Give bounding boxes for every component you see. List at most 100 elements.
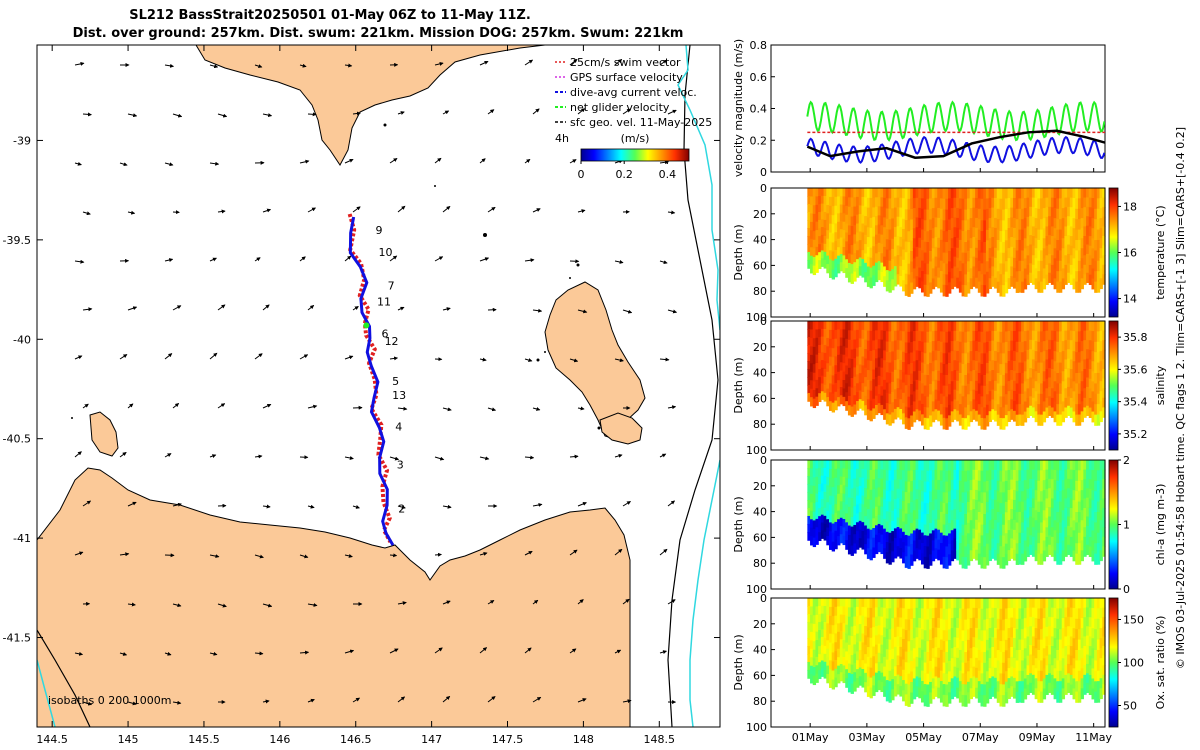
section-cell <box>980 407 984 419</box>
section-cell <box>880 215 884 227</box>
section-cell <box>1037 393 1041 405</box>
section-cell <box>1026 274 1030 286</box>
section-cell <box>921 598 925 610</box>
section-cell <box>1059 460 1063 472</box>
section-cell <box>912 248 917 260</box>
section-cell <box>1029 377 1033 388</box>
section-cell <box>991 686 995 697</box>
depth-tick-label: 100 <box>746 721 767 734</box>
depth-tick-label: 60 <box>753 669 767 682</box>
section-cell <box>991 217 995 229</box>
section-cell <box>1002 557 1006 569</box>
section-cell <box>926 274 930 287</box>
section-cell <box>853 215 857 226</box>
section-cell <box>1031 388 1036 399</box>
section-cell <box>888 532 892 544</box>
section-cell <box>866 227 871 238</box>
section-cell <box>910 230 914 242</box>
section-cell <box>1088 330 1093 342</box>
section-cell <box>815 379 819 390</box>
section-cell <box>931 371 936 383</box>
section-cell <box>853 543 857 554</box>
section-cell <box>948 394 952 406</box>
section-cell <box>831 339 836 350</box>
section-cell <box>988 550 992 562</box>
section-cell <box>861 633 865 644</box>
section-cell <box>834 633 838 644</box>
section-cell <box>953 197 957 209</box>
section-cell <box>1064 207 1068 218</box>
section-cell <box>1102 235 1106 247</box>
section-cell <box>991 379 995 391</box>
section-cell <box>1029 525 1033 537</box>
section-cell <box>885 480 890 492</box>
section-cell <box>883 350 887 362</box>
section-cell <box>1064 527 1068 538</box>
isobath-200m-sw <box>37 629 91 727</box>
colorbar-tick-label: 100 <box>1123 657 1144 670</box>
section-cell <box>818 484 822 493</box>
section-cell <box>1088 479 1093 490</box>
section-cell <box>977 511 982 524</box>
section-cell <box>869 519 873 531</box>
section-cell <box>1075 639 1079 651</box>
section-cell <box>1099 678 1103 690</box>
section-cell <box>853 635 857 646</box>
section-cell <box>1048 339 1052 351</box>
section-cell <box>1056 219 1060 231</box>
section-cell <box>818 508 822 517</box>
section-cell <box>1015 598 1020 610</box>
section-cell <box>1099 278 1103 290</box>
section-cell <box>1040 198 1044 210</box>
section-cell <box>921 542 925 555</box>
section-cell <box>1034 598 1038 609</box>
section-cell <box>847 478 852 489</box>
section-cell <box>937 340 941 352</box>
section-cell <box>996 414 1001 426</box>
section-cell <box>815 510 819 520</box>
section-cell <box>977 383 982 395</box>
section-cell <box>1056 639 1060 651</box>
velocity-vector <box>479 357 487 362</box>
section-cell <box>950 228 955 239</box>
section-cell <box>953 460 957 471</box>
section-cell <box>1002 331 1006 344</box>
section-cell <box>842 460 846 470</box>
section-cell <box>999 630 1003 642</box>
section-cell <box>1040 491 1044 503</box>
section-cell <box>1064 274 1068 285</box>
section-cell <box>1042 668 1047 680</box>
section-cell <box>912 490 917 502</box>
section-cell <box>1056 553 1060 565</box>
velocity-vector <box>614 259 624 264</box>
section-cell <box>1045 517 1049 529</box>
section-cell <box>1026 527 1030 538</box>
section-cell <box>815 518 819 529</box>
velocity-vector <box>622 501 631 507</box>
section-cell <box>1048 673 1052 684</box>
section-cell <box>1072 228 1076 240</box>
section-cell <box>945 252 949 265</box>
section-cell <box>1102 407 1106 418</box>
section-cell <box>831 541 836 552</box>
section-cell <box>988 658 992 669</box>
section-cell <box>980 396 984 408</box>
section-cell <box>994 207 998 219</box>
section-cell <box>980 684 984 696</box>
section-cell <box>1002 460 1006 472</box>
section-cell <box>1004 282 1009 294</box>
section-cell <box>883 598 887 609</box>
section-cell <box>875 253 879 264</box>
section-cell <box>1045 369 1049 380</box>
section-cell <box>875 534 879 545</box>
section-cell <box>834 382 838 393</box>
section-cell <box>931 198 936 209</box>
section-cell <box>885 501 890 513</box>
section-cell <box>1086 188 1090 199</box>
section-cell <box>923 407 928 419</box>
section-cell <box>823 531 827 541</box>
section-cell <box>996 460 1001 472</box>
section-cell <box>815 631 819 641</box>
section-cell <box>1091 530 1095 542</box>
section-cell <box>885 362 890 374</box>
